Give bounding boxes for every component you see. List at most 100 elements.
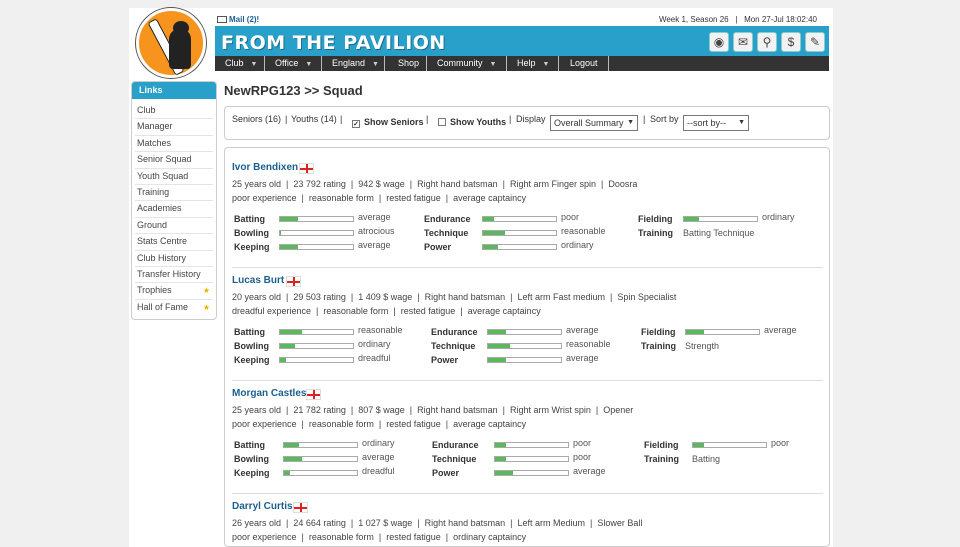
- skill-value: atrocious: [358, 226, 395, 236]
- player-status: poor experience | reasonable form | rest…: [232, 419, 527, 429]
- chevron-down-icon: ▼: [489, 61, 497, 68]
- sidebar-item-trophies[interactable]: Trophies ★: [135, 283, 213, 300]
- player-name[interactable]: Morgan Castles: [232, 388, 307, 399]
- skill-bar-fill: [488, 358, 507, 362]
- season-text: Week 1, Season 26: [658, 15, 729, 24]
- sidebar-item-label[interactable]: Trophies: [137, 285, 172, 296]
- player-info: 26 years old | 24 664 rating | 1 027 $ w…: [232, 518, 643, 528]
- skill-bar: [494, 442, 569, 448]
- sidebar-item-club-history[interactable]: Club History: [135, 251, 213, 267]
- sidebar-item-matches[interactable]: Matches: [135, 136, 213, 153]
- show-youths-toggle[interactable]: Show Youths: [438, 117, 506, 127]
- england-flag-icon: [286, 276, 301, 287]
- paperclip-icon[interactable]: ✎: [805, 32, 825, 52]
- dollar-icon[interactable]: $: [781, 32, 801, 52]
- sidebar-item-academies[interactable]: Academies: [135, 201, 213, 218]
- skill-bar-fill: [483, 245, 498, 249]
- nav-community[interactable]: Community ▼: [427, 56, 507, 71]
- mail-link[interactable]: Mail (2)!: [217, 15, 259, 24]
- header: Mail (2)! Week 1, Season 26 | Mon 27-Jul…: [129, 8, 833, 78]
- skill-bar-fill: [693, 443, 704, 447]
- nav-help[interactable]: Help ▼: [507, 56, 559, 71]
- filter-bar: Seniors (16) | Youths (14) | ✓ Show Senio…: [224, 106, 830, 140]
- sidebar-item-ground[interactable]: Ground: [135, 218, 213, 235]
- show-seniors-label: Show Seniors: [364, 117, 424, 127]
- display-select[interactable]: Overall Summary ▼: [550, 115, 638, 131]
- divider: |: [426, 114, 429, 124]
- skill-label: Fielding: [638, 214, 673, 224]
- show-youths-label: Show Youths: [450, 117, 507, 127]
- sidebar-item-manager[interactable]: Manager: [135, 119, 213, 136]
- player-name[interactable]: Ivor Bendixen: [232, 162, 299, 173]
- star-icon: ★: [202, 286, 210, 296]
- training-value: Strength: [685, 341, 720, 351]
- skill-bar: [283, 456, 358, 462]
- nav-shop[interactable]: Shop: [385, 56, 427, 71]
- sidebar-item-label[interactable]: Hall of Fame: [137, 301, 189, 312]
- skill-bar: [279, 216, 354, 222]
- nav-office[interactable]: Office ▼: [265, 56, 322, 71]
- sidebar-item-transfer-history[interactable]: Transfer History: [135, 267, 213, 284]
- skill-label: Training: [644, 454, 680, 464]
- sidebar-item-stats-centre[interactable]: Stats Centre: [135, 234, 213, 251]
- skill-bar: [487, 343, 562, 349]
- skill-bar-fill: [284, 443, 299, 447]
- nav-label[interactable]: Logout: [570, 58, 598, 68]
- seniors-link[interactable]: Seniors (16): [232, 114, 282, 124]
- skill-value: dreadful: [362, 466, 395, 476]
- player-info: 25 years old | 23 792 rating | 942 $ wag…: [232, 179, 638, 189]
- sidebar-item-hall-of-fame[interactable]: Hall of Fame ★: [135, 300, 213, 316]
- sidebar-item-youth-squad[interactable]: Youth Squad: [135, 169, 213, 185]
- nav-label[interactable]: Club: [225, 58, 244, 68]
- nav-label[interactable]: Community: [437, 58, 483, 68]
- show-youths-checkbox[interactable]: [438, 118, 446, 126]
- sidebar-item-training[interactable]: Training: [135, 185, 213, 202]
- skill-bar-fill: [684, 217, 699, 221]
- nav-club[interactable]: Club ▼: [215, 56, 265, 71]
- training-value: Batting: [692, 454, 721, 464]
- player-name[interactable]: Darryl Curtis: [232, 501, 293, 512]
- skill-value: reasonable: [561, 226, 606, 236]
- youths-link[interactable]: Youths (14): [291, 114, 337, 124]
- logo[interactable]: [136, 8, 206, 78]
- skill-value: average: [362, 452, 395, 462]
- links-panel: Links Club Manager Matches Senior Squad …: [131, 81, 217, 320]
- skill-label: Fielding: [644, 440, 679, 450]
- skill-bar-fill: [488, 330, 507, 334]
- sidebar-item-senior-squad[interactable]: Senior Squad: [135, 152, 213, 169]
- mail-icon[interactable]: ✉: [733, 32, 753, 52]
- nav-logout[interactable]: Logout: [559, 56, 609, 71]
- datetime-text: Mon 27-Jul 18:02:40: [744, 15, 817, 24]
- sidebar-item-club[interactable]: Club: [135, 103, 213, 120]
- skill-label: Keeping: [234, 468, 270, 478]
- search-icon[interactable]: ⚲: [757, 32, 777, 52]
- nav-england[interactable]: England ▼: [322, 56, 385, 71]
- skill-bar: [494, 456, 569, 462]
- trophy-icon[interactable]: ◉: [709, 32, 729, 52]
- nav-label[interactable]: England: [332, 58, 366, 68]
- skill-label: Bowling: [234, 228, 269, 238]
- show-seniors-checkbox[interactable]: ✓: [352, 120, 360, 128]
- skill-value: average: [764, 325, 797, 335]
- nav-label[interactable]: Help: [517, 58, 536, 68]
- skill-bar-fill: [686, 330, 705, 334]
- divider: |: [285, 114, 288, 124]
- site-title[interactable]: FROM THE PAVILION: [221, 32, 446, 54]
- skill-label: Power: [431, 355, 459, 365]
- skill-label: Power: [424, 242, 452, 252]
- nav-label[interactable]: Office: [275, 58, 299, 68]
- skill-bar: [279, 357, 354, 363]
- show-seniors-toggle[interactable]: ✓ Show Seniors: [352, 117, 424, 128]
- skill-bar: [279, 230, 354, 236]
- player-name[interactable]: Lucas Burt: [232, 275, 285, 286]
- mail-label[interactable]: Mail (2)!: [229, 15, 260, 24]
- skill-value: ordinary: [561, 240, 594, 250]
- skill-label: Training: [641, 341, 677, 351]
- nav-label[interactable]: Shop: [398, 58, 420, 68]
- skill-label: Bowling: [234, 341, 269, 351]
- skill-bar: [692, 442, 767, 448]
- england-flag-icon: [299, 163, 314, 174]
- sort-select[interactable]: --sort by-- ▼: [683, 115, 749, 131]
- skill-bar-fill: [483, 217, 494, 221]
- skill-label: Bowling: [234, 454, 269, 464]
